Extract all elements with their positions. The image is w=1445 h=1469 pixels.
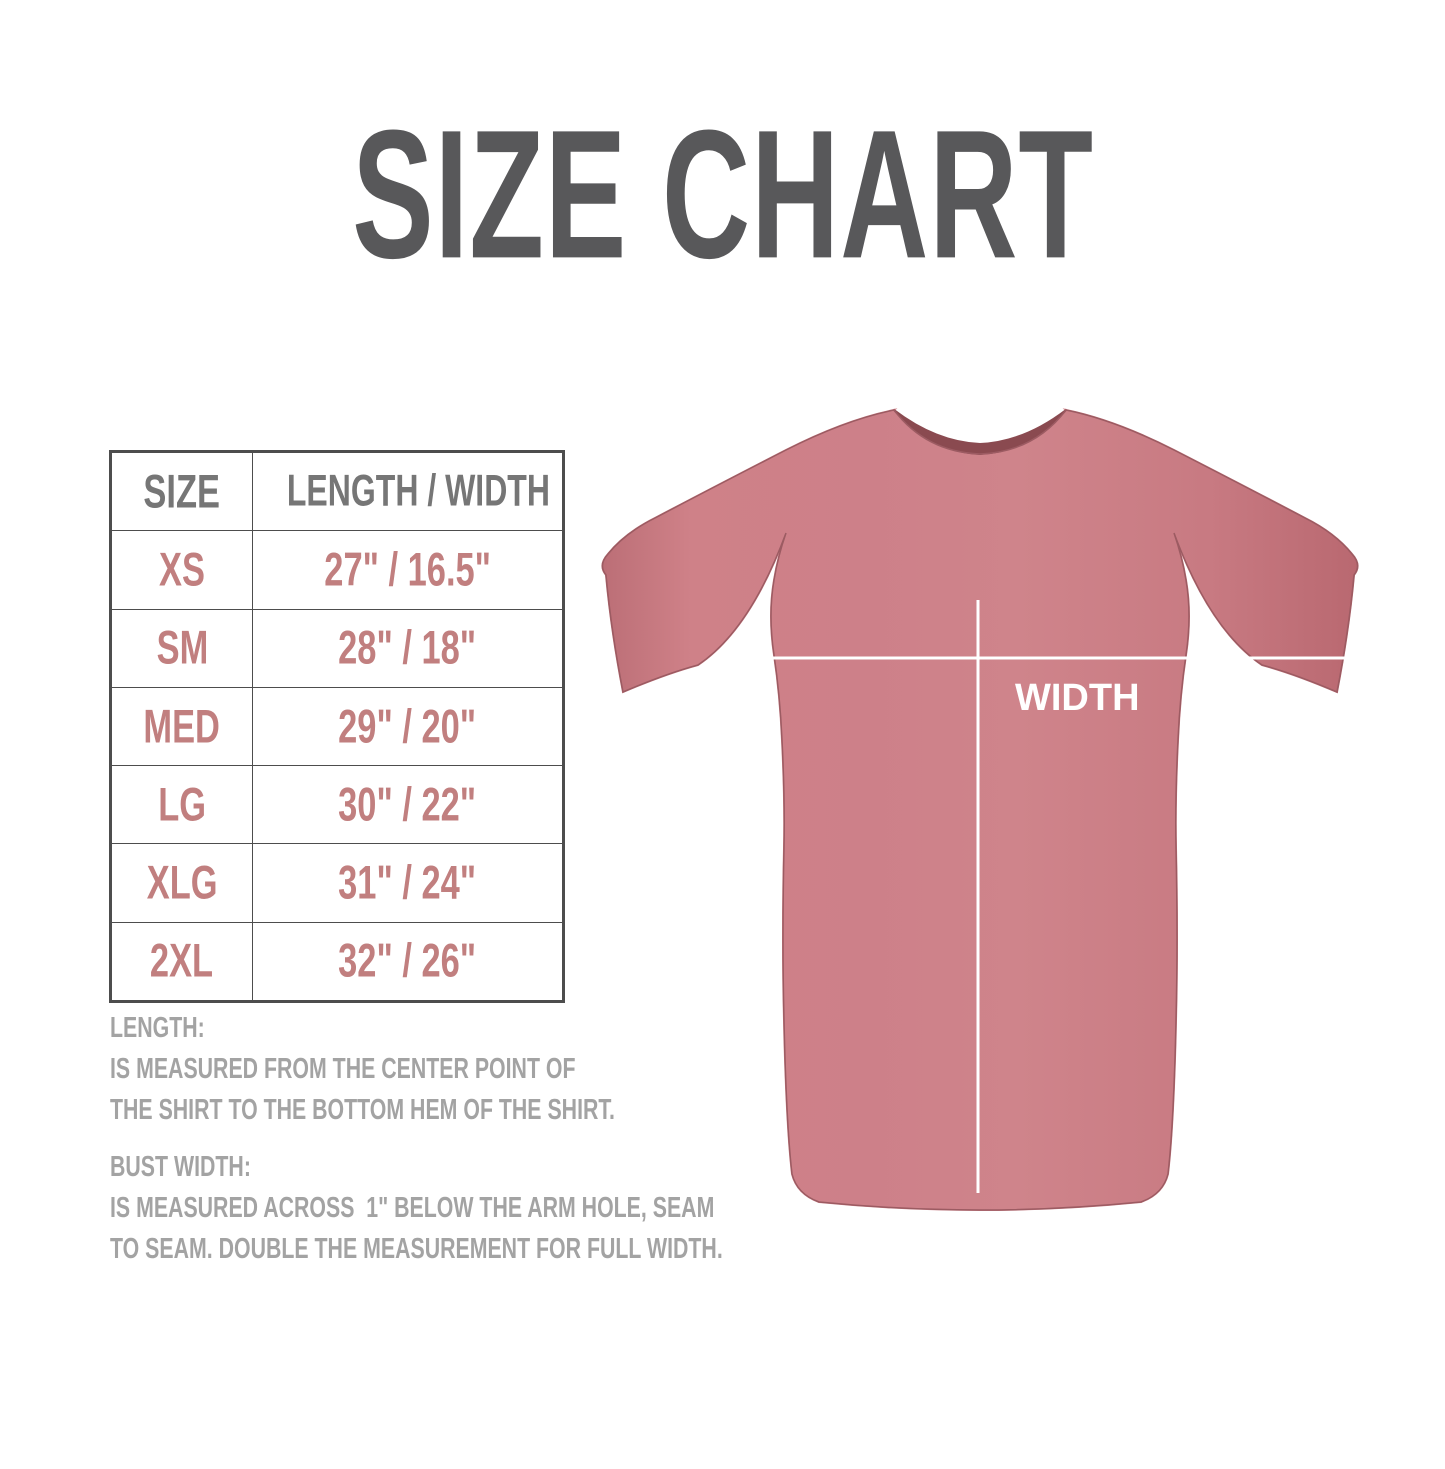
svg-text:LENGTH: LENGTH (0, 0, 156, 9)
svg-text:WIDTH: WIDTH (1015, 677, 1140, 719)
